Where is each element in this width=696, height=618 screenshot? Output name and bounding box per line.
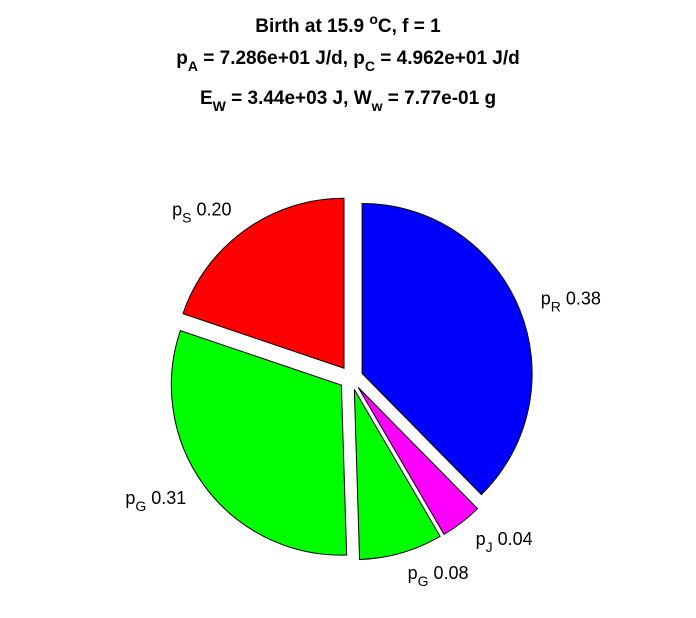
pie-label-4: pS 0.20	[172, 199, 231, 225]
pie-label-3: pG 0.31	[125, 488, 186, 514]
pie-slice-3	[170, 329, 348, 556]
chart-title: Birth at 15.9 oC, f = 1 pA = 7.286e+01 J…	[176, 11, 520, 114]
pie-labels: pR 0.38 pJ 0.04 pG 0.08 pG 0.31 pS 0.20	[125, 199, 601, 589]
pie-slice-2	[353, 389, 441, 560]
pie-slice-1	[357, 387, 479, 535]
pie-slice-4	[182, 197, 345, 369]
title-line-2: pA = 7.286e+01 J/d, pC = 4.962e+01 J/d	[176, 48, 520, 74]
pie-slices	[170, 197, 533, 560]
pie-slice-0	[361, 202, 533, 496]
pie-label-2: pG 0.08	[408, 563, 469, 589]
title-line-1: Birth at 15.9 oC, f = 1	[255, 11, 441, 37]
pie-label-1: pJ 0.04	[476, 529, 533, 555]
title-line-3: EW = 3.44e+03 J, Ww = 7.77e-01 g	[200, 88, 496, 114]
pie-label-0: pR 0.38	[541, 288, 601, 314]
